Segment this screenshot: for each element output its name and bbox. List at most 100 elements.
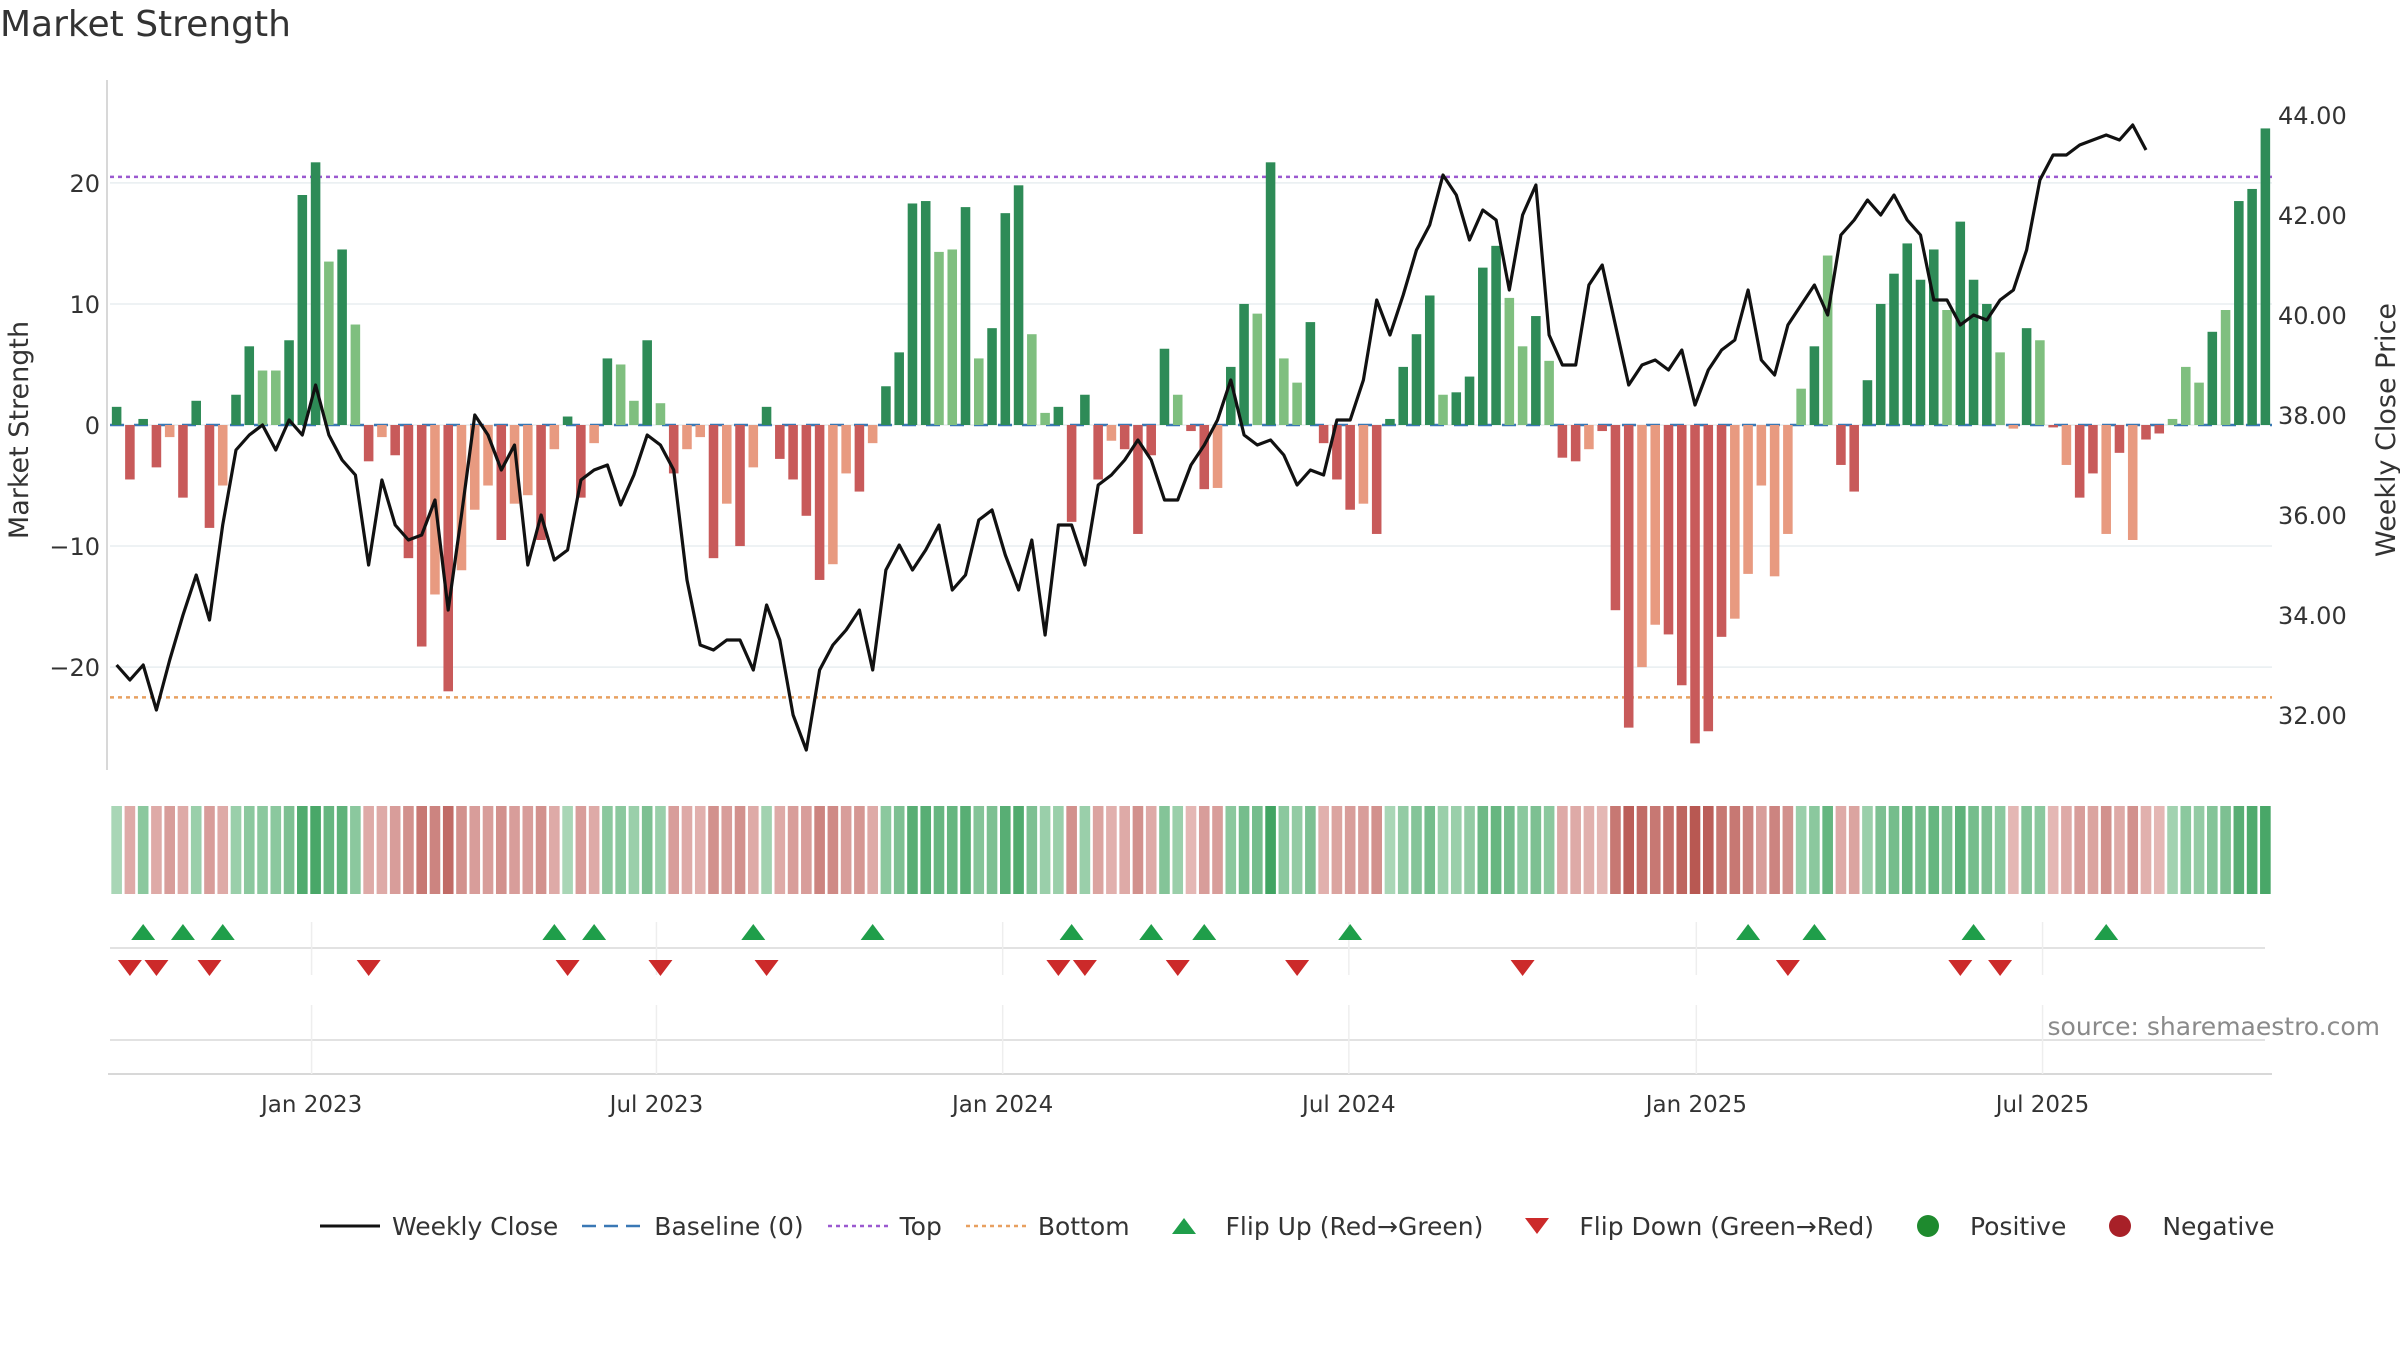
flip-up-marker	[741, 924, 766, 940]
weekly-close-series	[115, 123, 2148, 752]
strength-bar	[1478, 267, 1488, 425]
ribbon-cell	[1344, 806, 1356, 894]
strength-bar	[2088, 425, 2098, 474]
strength-bar	[377, 425, 387, 438]
ribbon-cell	[283, 806, 295, 894]
strength-bar	[629, 400, 639, 425]
ribbon-cell	[1676, 806, 1688, 894]
strength-bar	[854, 425, 865, 492]
strength-bar	[920, 201, 931, 425]
strength-bar	[1358, 425, 1369, 504]
legend-label: Negative	[2162, 1211, 2275, 1241]
strength-bar	[2141, 425, 2151, 440]
tick-labels: 20 10 0 −10 −20 44.00 42.00 40.00 38.00 36.00 34.0…	[49, 102, 2346, 730]
ribbon-cell	[655, 806, 666, 894]
ribbon-cell	[1477, 806, 1489, 894]
ribbon-cell	[721, 806, 733, 894]
strength-bar	[589, 425, 599, 444]
strength-bar	[1822, 255, 1833, 425]
legend-item-flip-up: Flip Up (Red→Green)	[1154, 1211, 1483, 1241]
strength-bar	[562, 416, 573, 425]
strength-bar	[2074, 425, 2085, 498]
ribbon-cell	[2100, 806, 2112, 894]
ribbon-cell	[1769, 806, 1780, 894]
strength-bar	[2167, 418, 2178, 425]
ribbon-cell	[1504, 806, 1515, 894]
ribbon-cell	[403, 806, 414, 894]
ribbon-cell	[1610, 806, 1621, 894]
ribbon-cell	[2034, 806, 2046, 894]
ribbon-cell	[1689, 806, 1701, 894]
ribbon-cell	[562, 806, 573, 894]
strength-bar	[1703, 425, 1714, 732]
ribbon-cell	[350, 806, 361, 894]
strength-bar	[483, 425, 493, 486]
flip-up-marker	[1802, 924, 1827, 940]
strength-bar	[1292, 382, 1302, 425]
strength-bar	[1796, 388, 1806, 425]
ribbon-cell	[1026, 806, 1038, 894]
strength-bar	[1146, 425, 1156, 456]
flip-markers	[110, 922, 2265, 1074]
ribbon-cell	[111, 806, 122, 894]
ribbon-cell	[1464, 806, 1475, 894]
legend-label: Weekly Close	[392, 1211, 559, 1241]
x-tick-label: Jul 2025	[1994, 1092, 2090, 1118]
ribbon-cell	[1424, 806, 1436, 894]
ribbon-cell	[1066, 806, 1077, 894]
strength-bar	[1995, 352, 2005, 425]
strength-bar	[1597, 425, 1607, 432]
ribbon-cell	[2193, 806, 2205, 894]
legend-item-top: Top	[827, 1211, 942, 1241]
ribbon-cell	[1822, 806, 1833, 894]
strength-bar	[960, 207, 971, 425]
ribbon-cell	[1092, 806, 1104, 894]
strength-ribbon	[111, 806, 2271, 894]
ribbon-cell	[1437, 806, 1449, 894]
strength-bar	[1982, 303, 1992, 425]
ribbon-cell	[1371, 806, 1382, 894]
ribbon-cell	[1106, 806, 1117, 894]
strength-bar	[1066, 425, 1077, 522]
x-tick-label: Jul 2024	[1300, 1092, 1396, 1118]
ribbon-cell	[442, 806, 454, 894]
ribbon-cell	[2220, 806, 2231, 894]
y-tick-label-right: 44.00	[2278, 102, 2347, 130]
y-tick-label-left: 20	[69, 170, 100, 198]
strength-bar	[1517, 346, 1528, 425]
ribbon-cell	[628, 806, 640, 894]
legend-symbol-positive	[1916, 1215, 1939, 1237]
strength-bar	[748, 425, 759, 468]
flip-up-marker	[1192, 924, 1217, 940]
strength-bar	[576, 425, 586, 498]
ribbon-cell	[1397, 806, 1409, 894]
y-axis-label-right: Weekly Close Price	[2371, 303, 2400, 557]
strength-bar	[1199, 425, 1210, 490]
ribbon-cell	[1013, 806, 1024, 894]
ribbon-cell	[801, 806, 812, 894]
ribbon-cell	[1835, 806, 1847, 894]
strength-bar	[151, 425, 162, 468]
legend-item-line: Weekly Close	[320, 1211, 558, 1241]
flip-down-marker	[648, 960, 673, 976]
ribbon-cell	[1543, 806, 1555, 894]
strength-bar	[2061, 425, 2072, 465]
ribbon-cell	[1212, 806, 1223, 894]
strength-bar	[204, 425, 215, 528]
strength-bar	[2181, 366, 2191, 425]
ribbon-cell	[1809, 806, 1820, 894]
legend-symbol-baseline	[582, 1224, 643, 1228]
ribbon-cell	[1000, 806, 1011, 894]
strength-bar	[682, 425, 692, 450]
strength-bar	[469, 425, 480, 510]
ribbon-cell	[1848, 806, 1860, 894]
strength-bar	[2247, 188, 2257, 425]
strength-bar	[1013, 185, 1024, 425]
strength-bar	[2021, 328, 2032, 425]
strength-bar	[1186, 425, 1196, 432]
ribbon-cell	[1145, 806, 1157, 894]
ribbon-cell	[1968, 806, 1979, 894]
legend-symbol-line	[320, 1224, 380, 1228]
ribbon-cell	[310, 806, 321, 894]
ribbon-cell	[1278, 806, 1290, 894]
